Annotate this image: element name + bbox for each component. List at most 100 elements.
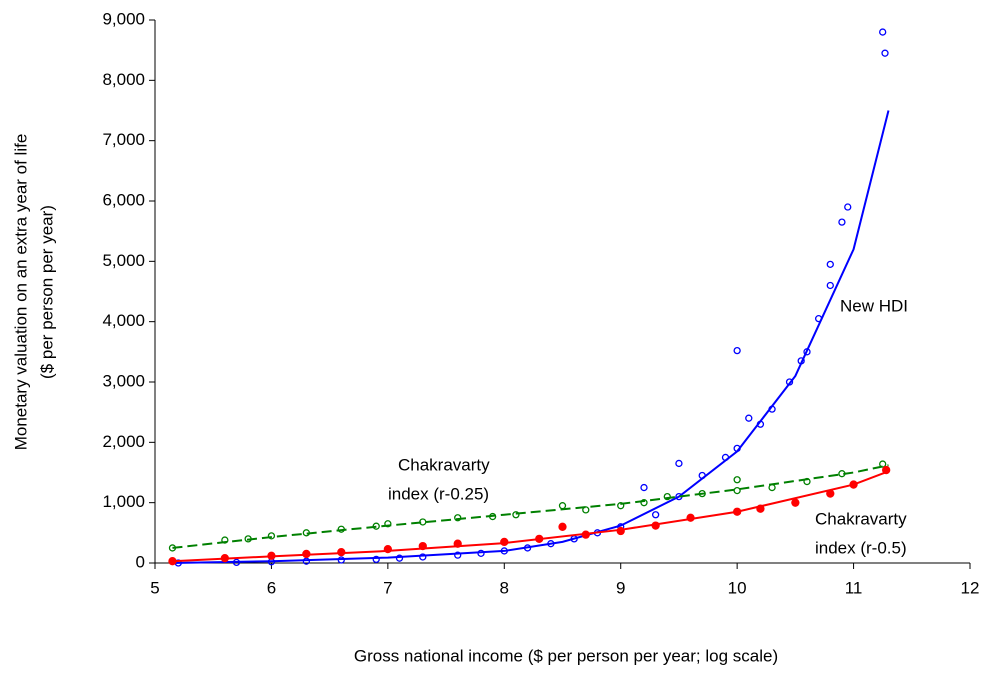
point [733, 486, 741, 495]
point [558, 502, 567, 510]
annotation: New HDI [840, 296, 908, 315]
point [523, 544, 532, 552]
point [232, 558, 241, 567]
point [220, 554, 230, 563]
fit-line [172, 110, 890, 564]
point [879, 28, 887, 36]
point [617, 502, 625, 510]
point [733, 476, 741, 484]
x-tick-label: 10 [728, 578, 747, 597]
point [756, 420, 765, 428]
y-tick-label: 7,000 [102, 130, 145, 149]
point [663, 492, 671, 501]
point [384, 520, 392, 528]
point [500, 537, 509, 547]
point [651, 521, 660, 530]
point [558, 522, 567, 531]
point [337, 556, 345, 564]
x-tick-label: 6 [267, 578, 276, 597]
point [477, 549, 485, 557]
point [267, 532, 276, 540]
point [849, 480, 858, 489]
point [383, 544, 393, 554]
point [547, 540, 555, 548]
y-tick-label: 0 [136, 552, 145, 571]
y-axis-title: ($ per person per year) [37, 205, 56, 379]
point [797, 357, 805, 365]
x-tick-label: 8 [500, 578, 509, 597]
annotation: index (r-0.25) [388, 484, 489, 503]
point [419, 518, 427, 526]
x-tick-label: 12 [961, 578, 980, 597]
point [535, 534, 544, 544]
point [244, 535, 252, 543]
point [814, 314, 823, 323]
x-axis-title: Gross national income ($ per person per … [354, 646, 778, 665]
point [488, 512, 497, 521]
point [785, 378, 794, 386]
point [512, 511, 520, 519]
y-tick-label: 9,000 [102, 9, 145, 28]
point [454, 551, 462, 559]
point [838, 218, 846, 226]
point [168, 557, 177, 566]
point [768, 405, 776, 413]
annotation: Chakravarty [398, 455, 490, 474]
point [337, 525, 345, 533]
fit-line [172, 464, 889, 549]
point [838, 470, 846, 478]
point [302, 529, 311, 537]
annotation: index (r-0.5) [815, 538, 907, 557]
point [453, 539, 462, 548]
y-tick-label: 2,000 [102, 432, 145, 451]
point [372, 555, 380, 564]
point [419, 553, 427, 561]
y-tick-label: 4,000 [102, 311, 145, 330]
point [337, 547, 346, 557]
point [454, 514, 462, 522]
point [616, 526, 625, 536]
y-axis-title: Monetary valuation on an extra year of l… [11, 134, 30, 451]
x-tick-label: 9 [616, 578, 625, 597]
point [698, 489, 706, 498]
point [844, 203, 852, 211]
point [733, 346, 741, 355]
point [745, 414, 753, 422]
point [826, 260, 834, 269]
point [267, 551, 276, 560]
y-tick-label: 8,000 [102, 70, 145, 89]
point [168, 544, 177, 552]
point [372, 522, 380, 530]
point [302, 549, 311, 559]
point [640, 499, 648, 507]
x-tick-label: 11 [845, 578, 863, 597]
x-tick-label: 5 [150, 578, 159, 597]
point [418, 541, 427, 551]
point [395, 554, 404, 562]
point [721, 453, 730, 462]
point [732, 507, 742, 516]
point [640, 483, 648, 492]
fit-line [172, 470, 889, 563]
point [768, 483, 776, 492]
point [500, 547, 508, 555]
point [221, 536, 229, 544]
point [826, 489, 835, 498]
point [651, 511, 660, 519]
point [803, 348, 811, 356]
point [791, 498, 800, 507]
point [686, 513, 695, 522]
y-tick-label: 3,000 [102, 371, 145, 390]
point [881, 49, 889, 57]
point [675, 459, 683, 468]
y-tick-label: 5,000 [102, 251, 145, 270]
point [879, 460, 887, 468]
x-tick-label: 7 [383, 578, 392, 597]
point [803, 477, 811, 486]
y-tick-label: 1,000 [102, 492, 145, 511]
point [582, 506, 590, 514]
point [882, 465, 891, 475]
annotation: Chakravarty [815, 509, 907, 528]
point [581, 530, 590, 539]
